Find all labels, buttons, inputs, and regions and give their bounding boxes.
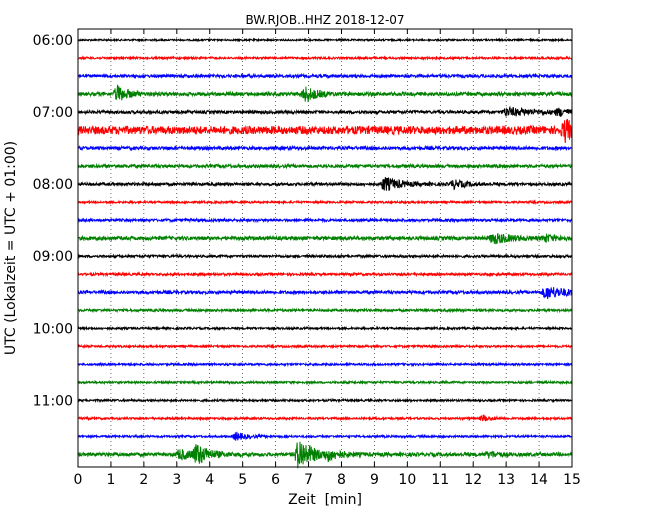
x-tick-label: 12 bbox=[464, 472, 482, 488]
y-tick-label: 10:00 bbox=[33, 321, 73, 337]
trace-0600 bbox=[77, 37, 573, 43]
chart-title: BW.RJOB..HHZ 2018-12-07 bbox=[245, 13, 404, 27]
x-tick-label: 11 bbox=[431, 472, 449, 488]
trace-1000 bbox=[77, 325, 573, 332]
y-tick-label: 06:00 bbox=[33, 33, 73, 49]
x-tick-label: 0 bbox=[74, 472, 83, 488]
trace-1145 bbox=[77, 441, 573, 469]
trace-1115 bbox=[77, 414, 573, 422]
trace-1100 bbox=[77, 397, 573, 404]
trace-0730 bbox=[77, 144, 573, 152]
trace-0745 bbox=[77, 162, 573, 170]
trace-0800 bbox=[77, 177, 573, 191]
trace-1015 bbox=[77, 343, 573, 350]
y-axis-label: UTC (Lokalzeit = UTC + 01:00) bbox=[3, 141, 19, 355]
x-tick-label: 4 bbox=[205, 472, 214, 488]
x-tick-label: 6 bbox=[271, 472, 280, 488]
x-tick-label: 14 bbox=[530, 472, 548, 488]
trace-0700 bbox=[77, 105, 573, 117]
y-tick-label: 08:00 bbox=[33, 177, 73, 193]
x-tick-label: 7 bbox=[304, 472, 313, 488]
trace-group bbox=[77, 37, 573, 469]
trace-0815 bbox=[77, 199, 573, 206]
x-tick-label: 5 bbox=[238, 472, 247, 488]
x-tick-label: 1 bbox=[106, 472, 115, 488]
x-axis-label: Zeit [min] bbox=[288, 492, 362, 508]
trace-0630 bbox=[77, 72, 573, 80]
trace-0900 bbox=[77, 253, 573, 260]
trace-0645 bbox=[77, 84, 573, 103]
y-tick-label: 07:00 bbox=[33, 105, 73, 121]
x-tick-label: 9 bbox=[370, 472, 379, 488]
x-tick-label: 13 bbox=[497, 472, 515, 488]
x-tick-label: 2 bbox=[139, 472, 148, 488]
trace-0930 bbox=[77, 287, 573, 300]
trace-0715 bbox=[77, 118, 573, 144]
trace-0845 bbox=[77, 232, 573, 245]
trace-1030 bbox=[77, 361, 573, 368]
trace-1045 bbox=[77, 379, 573, 386]
y-axis-ticks: 06:00 07:00 08:00 09:00 10:00 11:00 bbox=[33, 33, 572, 409]
x-axis-ticks: 0 1 2 3 4 5 6 7 8 9 10 11 12 13 14 15 bbox=[74, 29, 581, 488]
x-tick-label: 15 bbox=[563, 472, 581, 488]
trace-0945 bbox=[77, 307, 573, 314]
x-tick-label: 8 bbox=[337, 472, 346, 488]
trace-0830 bbox=[77, 217, 573, 224]
trace-1130 bbox=[77, 431, 573, 441]
plot-frame bbox=[77, 28, 573, 468]
y-tick-label: 11:00 bbox=[33, 393, 73, 409]
y-tick-label: 09:00 bbox=[33, 249, 73, 265]
x-tick-label: 3 bbox=[172, 472, 181, 488]
trace-0915 bbox=[77, 271, 573, 278]
trace-0615 bbox=[77, 55, 573, 61]
x-tick-label: 10 bbox=[398, 472, 416, 488]
